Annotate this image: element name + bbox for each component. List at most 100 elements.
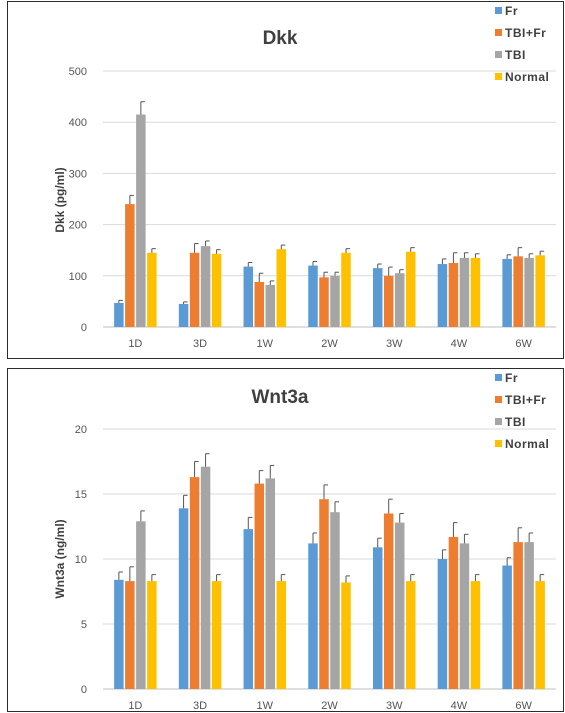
bar-tbi-fr-3w (383, 513, 394, 689)
legend-label: Fr (505, 371, 518, 385)
bar-tbi-1w (265, 285, 276, 327)
bar-tbi-fr-1d (125, 204, 135, 327)
x-tick-label: 6W (515, 338, 532, 350)
legend-label: Fr (505, 4, 518, 18)
bar-tbi-fr-4w (448, 536, 459, 689)
bar-normal-1d (147, 581, 157, 689)
legend-swatch (495, 51, 502, 58)
bar-fr-6w (502, 258, 512, 327)
legend-swatch (495, 29, 502, 36)
y-tick-label: 20 (75, 424, 87, 436)
bar-tbi-3w (394, 273, 405, 327)
x-tick-label: 6W (515, 700, 532, 712)
y-tick-label: 0 (81, 322, 87, 334)
bar-tbi-fr-2w (319, 277, 329, 327)
legend-label: Normal (505, 437, 549, 451)
y-tick-label: 100 (69, 271, 87, 283)
bar-tbi-6w (524, 257, 534, 327)
bar-tbi-3d (200, 246, 211, 327)
legend-swatch (495, 73, 502, 80)
bar-tbi-fr-6w (513, 256, 523, 327)
bar-tbi-1d (136, 521, 146, 689)
x-tick-label: 4W (451, 700, 468, 712)
chart-title: Dkk (263, 28, 298, 49)
bar-tbi-fr-3d (189, 477, 200, 689)
x-tick-label: 1D (128, 700, 142, 712)
bar-tbi-fr-3d (189, 252, 200, 327)
legend-label: TBI (505, 415, 526, 429)
bar-tbi-fr-1d (125, 581, 135, 689)
y-tick-label: 400 (69, 117, 87, 129)
y-tick-label: 0 (81, 684, 87, 696)
bar-fr-1d (114, 302, 124, 327)
x-tick-label: 1W (257, 338, 274, 350)
legend-swatch (495, 374, 502, 381)
bar-fr-2w (308, 265, 318, 327)
bar-normal-2w (341, 582, 351, 689)
bar-normal-3w (405, 581, 416, 689)
bar-normal-6w (535, 255, 545, 327)
y-axis-label: Dkk (pg/ml) (53, 167, 67, 232)
bar-normal-3d (211, 253, 222, 327)
bar-tbi-2w (330, 275, 340, 327)
bar-normal-1w (276, 581, 287, 689)
bar-tbi-fr-2w (319, 499, 329, 689)
x-tick-label: 3D (193, 700, 207, 712)
dkk-chart-svg: Dkk Dkk (pg/ml) 0 100 200 300 400 500 1D 3D 1W 2W… (53, 4, 556, 350)
bar-tbi-1d (136, 114, 146, 328)
y-tick-label: 300 (69, 168, 87, 180)
bar-fr-3d (178, 508, 189, 689)
y-tick-label: 10 (75, 554, 87, 566)
bar-normal-1d (147, 252, 157, 327)
bar-fr-3w (372, 268, 383, 327)
bar-tbi-4w (459, 543, 470, 689)
bar-normal-2w (341, 252, 351, 327)
x-tick-label: 1D (128, 338, 142, 350)
bar-tbi-fr-3w (383, 275, 394, 327)
legend-label: Normal (505, 70, 549, 84)
bar-tbi-fr-1w (254, 281, 265, 327)
bar-tbi-3d (200, 466, 211, 689)
bar-tbi-3w (394, 522, 405, 689)
wnt3a-chart-panel: Wnt3a Wnt3a (ng/ml) 0 5 10 15 20 1D 3D 1W 2W 3W 4W… (7, 368, 564, 712)
legend-swatch (495, 418, 502, 425)
bar-fr-3d (178, 303, 189, 327)
legend-label: TBI+Fr (505, 393, 546, 407)
bar-fr-1w (243, 266, 254, 327)
bar-fr-3w (372, 547, 383, 689)
bar-fr-4w (437, 559, 448, 689)
y-axis-label: Wnt3a (ng/ml) (53, 519, 67, 598)
y-tick-label: 15 (75, 489, 87, 501)
bar-tbi-2w (330, 512, 340, 689)
wnt3a-chart-svg: Wnt3a Wnt3a (ng/ml) 0 5 10 15 20 1D 3D 1W 2W 3W 4W… (53, 371, 556, 712)
bar-normal-4w (470, 257, 481, 327)
bar-fr-6w (502, 565, 512, 689)
bar-tbi-1w (265, 478, 276, 689)
bar-normal-4w (470, 581, 481, 689)
y-tick-label: 500 (69, 66, 87, 78)
bar-tbi-fr-6w (513, 542, 523, 689)
bar-tbi-fr-1w (254, 483, 265, 689)
dkk-chart-panel: Dkk Dkk (pg/ml) 0 100 200 300 400 500 1D 3D 1W 2W… (7, 1, 564, 359)
y-tick-label: 200 (69, 220, 87, 232)
x-tick-label: 3W (386, 700, 403, 712)
bar-fr-4w (437, 264, 448, 327)
x-tick-label: 3D (193, 338, 207, 350)
bar-tbi-fr-4w (448, 263, 459, 327)
bar-normal-3w (405, 251, 416, 327)
x-tick-label: 2W (321, 700, 338, 712)
chart-title: Wnt3a (252, 387, 309, 408)
bar-fr-1w (243, 529, 254, 689)
bar-normal-3d (211, 581, 222, 689)
bar-tbi-6w (524, 542, 534, 689)
bar-normal-1w (276, 249, 287, 327)
legend-swatch (495, 440, 502, 447)
bar-tbi-4w (459, 257, 470, 327)
legend-label: TBI (505, 48, 526, 62)
bar-normal-6w (535, 581, 545, 689)
legend-swatch (495, 396, 502, 403)
x-tick-label: 2W (321, 338, 338, 350)
x-tick-label: 4W (451, 338, 468, 350)
legend-label: TBI+Fr (505, 26, 546, 40)
bar-fr-1d (114, 579, 124, 689)
